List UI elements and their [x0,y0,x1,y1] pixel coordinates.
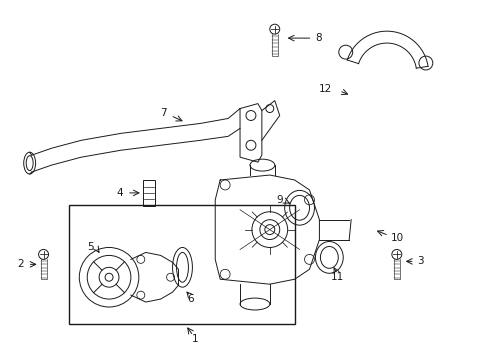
Text: 5: 5 [87,243,94,252]
Text: 7: 7 [160,108,166,117]
Text: 8: 8 [315,33,322,43]
Text: 4: 4 [116,188,122,198]
Text: 10: 10 [390,233,403,243]
Text: 9: 9 [276,195,282,205]
Text: 2: 2 [17,259,24,269]
Text: 3: 3 [416,256,423,266]
Text: 6: 6 [187,294,193,304]
Bar [69,205,294,324]
Text: 12: 12 [318,84,332,94]
Text: 1: 1 [192,334,198,344]
Text: 11: 11 [330,272,343,282]
Bar [142,180,154,206]
